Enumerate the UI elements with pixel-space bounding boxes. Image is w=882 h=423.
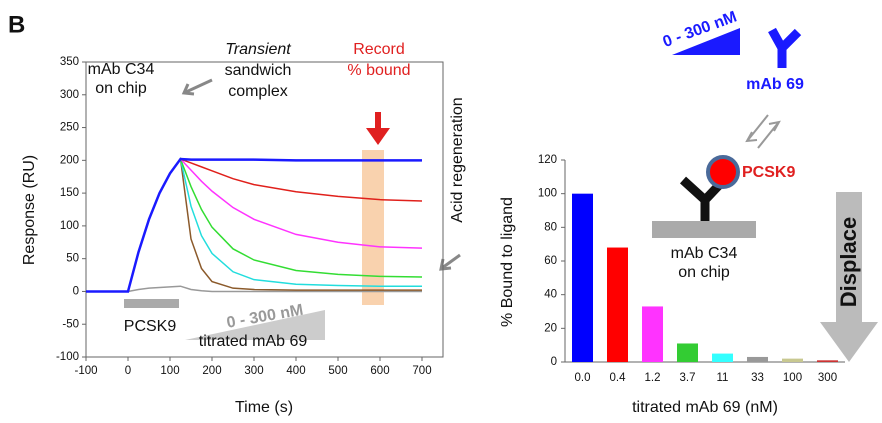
x-tick-label: 700 [412, 365, 431, 377]
pcsk9-icon [706, 155, 740, 189]
x-axis-label: Time (s) [235, 399, 293, 416]
y-tick-label: -50 [62, 318, 79, 330]
annotation: % bound [347, 62, 410, 79]
annotation: titrated mAb 69 [199, 333, 308, 350]
y-axis-label: Response (RU) [21, 155, 38, 265]
bar [677, 343, 698, 362]
annotation: sandwich [225, 62, 292, 79]
x-tick-label: 0.4 [610, 372, 627, 384]
annotation: mAb C34 [88, 61, 155, 78]
bar [712, 353, 733, 362]
x-tick-label: 0 [125, 365, 131, 377]
x-tick-label: 1.2 [645, 372, 661, 384]
y-tick-label: 250 [60, 122, 79, 134]
y-tick-label: 0 [73, 285, 79, 297]
annotation: PCSK9 [742, 164, 795, 181]
y-tick-label: 20 [544, 322, 557, 334]
annotation: mAb 69 [746, 76, 804, 93]
chip-box [652, 221, 756, 238]
y-tick-label: 150 [60, 187, 79, 199]
bar [572, 193, 593, 362]
bar [782, 358, 803, 362]
y-tick-label: 350 [60, 56, 79, 68]
record-arrow-head [366, 128, 390, 145]
y-tick-label: 100 [60, 220, 79, 232]
x-tick-label: 400 [286, 365, 305, 377]
y-tick-label: 300 [60, 89, 79, 101]
y-axis-label: % Bound to ligand [499, 197, 516, 327]
annotation: Displace [836, 217, 861, 308]
pcsk9-bar [124, 299, 179, 308]
arrow [439, 258, 452, 271]
arrow [757, 120, 781, 149]
y-tick-label: 40 [544, 289, 557, 301]
record-window [362, 150, 384, 305]
plot-frame [85, 61, 444, 358]
annotation: Transient [225, 41, 291, 58]
bar [747, 356, 768, 362]
x-tick-label: 600 [370, 365, 389, 377]
series-line [86, 157, 422, 293]
x-axis-label: titrated mAb 69 (nM) [632, 399, 778, 416]
arrow [441, 253, 461, 270]
x-tick-label: 100 [783, 372, 802, 384]
annotation: Record [353, 41, 405, 58]
x-tick-label: 300 [818, 372, 837, 384]
y-tick-label: 50 [66, 253, 79, 265]
x-tick-label: 33 [751, 372, 764, 384]
bar [607, 247, 628, 362]
mab69-icon [768, 27, 802, 68]
annotation: mAb C34 [671, 245, 738, 262]
conc-wedge [672, 28, 740, 55]
y-tick-label: -100 [56, 351, 79, 363]
x-tick-label: 300 [244, 365, 263, 377]
annotation: on chip [678, 264, 730, 281]
displace-arrow [820, 192, 878, 362]
x-tick-label: 100 [160, 365, 179, 377]
y-tick-label: 0 [551, 356, 557, 368]
arrow [181, 83, 195, 96]
y-tick-label: 100 [538, 188, 557, 200]
y-tick-label: 120 [538, 154, 557, 166]
x-tick-label: 200 [202, 365, 221, 377]
bar [642, 306, 663, 362]
y-tick-label: 80 [544, 221, 557, 233]
y-tick-label: 200 [60, 154, 79, 166]
x-tick-label: 3.7 [680, 372, 696, 384]
arrow [185, 78, 213, 94]
y-tick-label: 60 [544, 255, 557, 267]
x-tick-label: 11 [717, 372, 729, 384]
arrow [745, 114, 769, 143]
annotation: on chip [95, 80, 147, 97]
x-tick-label: -100 [74, 365, 97, 377]
panel-label: B [8, 11, 25, 38]
series-line [86, 285, 422, 293]
titration-wedge [185, 310, 325, 340]
x-tick-label: 0.0 [575, 372, 591, 384]
annotation: Acid regeneration [449, 97, 466, 222]
x-tick-label: 500 [328, 365, 347, 377]
annotation: complex [228, 83, 288, 100]
annotation: PCSK9 [124, 318, 177, 335]
bar [817, 360, 838, 362]
